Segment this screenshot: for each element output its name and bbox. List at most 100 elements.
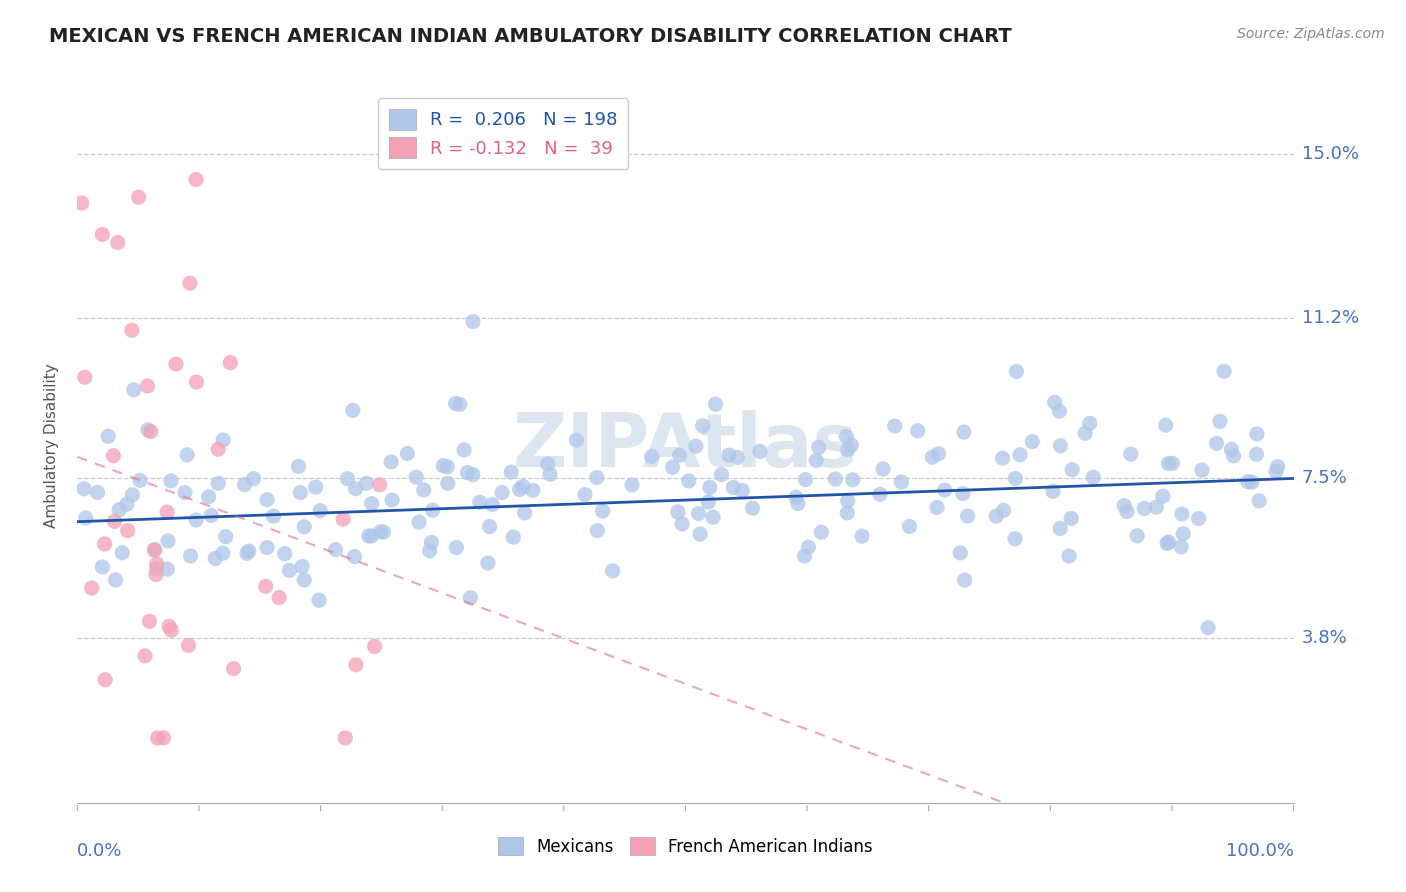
Point <box>602 564 624 578</box>
Point <box>725 450 748 465</box>
Point <box>794 473 817 487</box>
Point <box>373 524 395 539</box>
Point <box>461 314 484 328</box>
Point <box>325 542 347 557</box>
Point <box>478 519 501 533</box>
Point <box>360 497 382 511</box>
Point <box>104 573 127 587</box>
Point <box>136 423 159 437</box>
Point <box>1170 540 1192 554</box>
Point <box>219 355 242 369</box>
Text: 11.2%: 11.2% <box>1302 310 1360 327</box>
Point <box>921 450 943 465</box>
Point <box>1246 426 1268 441</box>
Point <box>91 560 114 574</box>
Point <box>949 546 972 560</box>
Point <box>522 483 544 498</box>
Point <box>292 573 315 587</box>
Point <box>75 511 97 525</box>
Point <box>174 485 197 500</box>
Point <box>456 466 478 480</box>
Point <box>332 512 354 526</box>
Point <box>1220 442 1243 457</box>
Point <box>449 397 471 411</box>
Point <box>156 562 179 576</box>
Point <box>233 477 256 491</box>
Point <box>869 487 891 501</box>
Point <box>103 449 125 463</box>
Text: 100.0%: 100.0% <box>1226 842 1294 860</box>
Point <box>797 540 820 554</box>
Point <box>1246 447 1268 461</box>
Point <box>1049 439 1071 453</box>
Point <box>157 619 180 633</box>
Point <box>1171 507 1194 521</box>
Point <box>538 467 561 482</box>
Point <box>207 442 229 457</box>
Point <box>420 535 443 549</box>
Point <box>160 624 183 638</box>
Point <box>343 549 366 564</box>
Point <box>661 460 683 475</box>
Point <box>405 470 427 484</box>
Point <box>461 467 484 482</box>
Point <box>1205 436 1227 450</box>
Point <box>837 442 859 457</box>
Point <box>370 524 392 539</box>
Point <box>872 462 894 476</box>
Point <box>179 276 201 290</box>
Point <box>1154 418 1177 433</box>
Point <box>236 546 259 560</box>
Point <box>1152 489 1174 503</box>
Point <box>723 480 745 494</box>
Point <box>292 520 315 534</box>
Point <box>344 482 367 496</box>
Point <box>238 544 260 558</box>
Point <box>671 516 693 531</box>
Point <box>851 529 873 543</box>
Point <box>308 593 330 607</box>
Point <box>1209 414 1232 428</box>
Point <box>586 524 609 538</box>
Point <box>73 370 96 384</box>
Point <box>335 731 357 745</box>
Point <box>422 503 444 517</box>
Point <box>94 673 117 687</box>
Point <box>145 562 167 576</box>
Point <box>256 492 278 507</box>
Point <box>396 446 419 460</box>
Point <box>360 529 382 543</box>
Point <box>254 579 277 593</box>
Point <box>165 357 187 371</box>
Point <box>689 527 711 541</box>
Point <box>1161 456 1184 470</box>
Text: 3.8%: 3.8% <box>1302 630 1347 648</box>
Point <box>501 465 523 479</box>
Point <box>793 549 815 564</box>
Point <box>927 447 949 461</box>
Point <box>1043 395 1066 409</box>
Point <box>197 490 219 504</box>
Point <box>145 557 167 571</box>
Point <box>368 478 391 492</box>
Legend: Mexicans, French American Indians: Mexicans, French American Indians <box>491 830 880 863</box>
Point <box>342 403 364 417</box>
Point <box>993 503 1015 517</box>
Point <box>953 425 976 439</box>
Point <box>666 505 689 519</box>
Point <box>419 543 441 558</box>
Point <box>70 196 93 211</box>
Point <box>1191 463 1213 477</box>
Point <box>749 444 772 458</box>
Point <box>146 731 169 745</box>
Point <box>592 504 614 518</box>
Point <box>1049 521 1071 535</box>
Point <box>699 480 721 494</box>
Point <box>80 581 103 595</box>
Point <box>121 323 143 337</box>
Point <box>115 497 138 511</box>
Point <box>1078 417 1101 431</box>
Point <box>1057 549 1080 563</box>
Point <box>93 537 115 551</box>
Point <box>1267 459 1289 474</box>
